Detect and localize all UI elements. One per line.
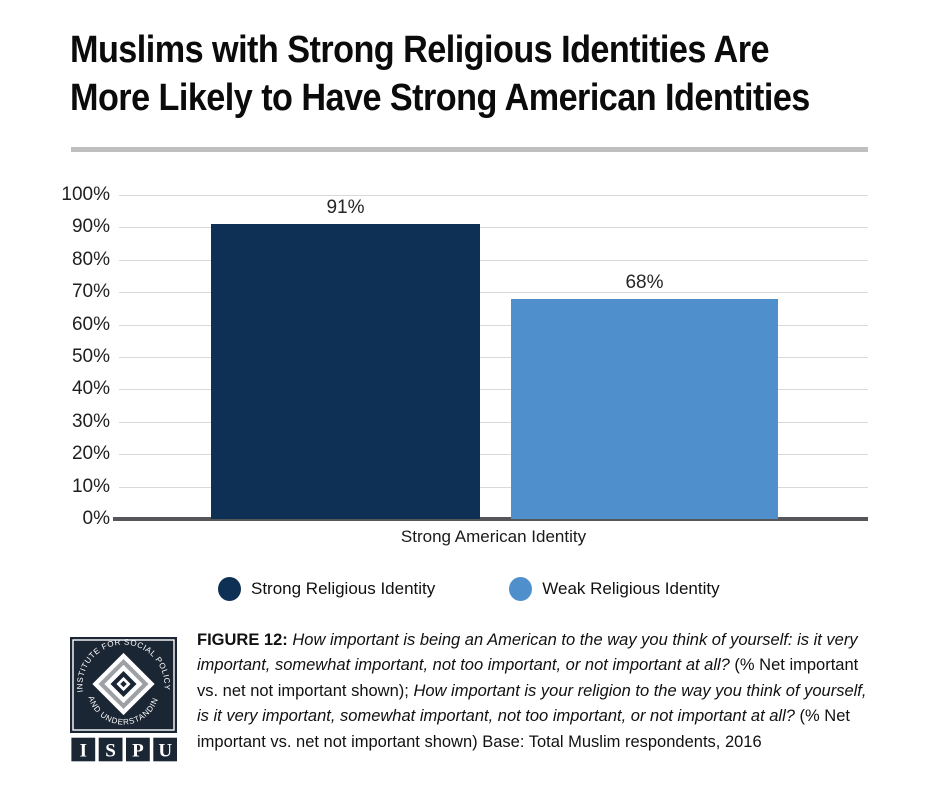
chart-title-line-1: Muslims with Strong Religious Identities…	[70, 29, 770, 71]
chart-legend: Strong Religious Identity Weak Religious…	[218, 577, 720, 601]
gridline	[119, 421, 868, 423]
y-tick-label: 80%	[71, 248, 110, 270]
legend-swatch-dark-circle-icon	[218, 577, 241, 601]
ispu-logo: INSTITUTE FOR SOCIAL POLICY AND UNDERSTA…	[67, 630, 179, 768]
chart-title-line-2: More Likely to Have Strong American Iden…	[70, 77, 810, 119]
logo-ispu-letterboxes: I S P U	[69, 736, 179, 763]
gridline	[119, 259, 868, 261]
y-tick-label: 10%	[71, 475, 110, 497]
logo-inner-border	[72, 639, 175, 731]
plot-area: 91% 68%	[113, 195, 868, 521]
bar-weak-religious-identity	[511, 298, 778, 519]
bar-strong-religious-identity	[211, 224, 480, 519]
x-axis-category-label: Strong American Identity	[400, 527, 587, 546]
y-tick-label: 100%	[61, 184, 110, 205]
y-tick-label: 40%	[71, 378, 110, 400]
figure-caption: FIGURE 12: How important is being an Ame…	[197, 628, 875, 755]
gridline	[119, 389, 868, 391]
gridline	[119, 486, 868, 488]
y-tick-label: 90%	[71, 216, 110, 238]
y-axis-labels: 100% 90% 80% 70% 60% 50% 40% 30% 20% 10% 0%	[28, 184, 110, 529]
gridline	[119, 292, 868, 294]
y-tick-label: 50%	[71, 346, 110, 367]
y-tick-label: 60%	[71, 313, 110, 335]
gridline	[119, 195, 868, 196]
x-axis-line	[113, 517, 868, 521]
title-divider	[71, 147, 868, 152]
gridline	[119, 227, 868, 229]
bar-value-label-strong: 91%	[326, 197, 365, 219]
caption-segment: FIGURE 12:	[197, 631, 293, 649]
legend-item-weak-religious-identity: Weak Religious Identity	[509, 577, 720, 601]
caption-segment: How important is your religion to the wa…	[197, 681, 867, 726]
legend-swatch-light-circle-icon	[509, 577, 533, 601]
ispu-logo-graphic: INSTITUTE FOR SOCIAL POLICY AND UNDERSTA…	[67, 630, 179, 763]
gridline	[119, 357, 868, 358]
y-tick-label: 0%	[82, 508, 110, 529]
logo-diamond-icon	[92, 652, 155, 716]
y-tick-label: 30%	[71, 410, 110, 432]
chart-title: Muslims with Strong Religious Identities…	[70, 26, 892, 122]
y-tick-label: 70%	[71, 281, 110, 303]
svg-text:P: P	[132, 741, 144, 762]
y-tick-label: 20%	[71, 443, 110, 465]
caption-segment: (% Net important vs. net not important s…	[197, 707, 850, 751]
svg-text:U: U	[158, 741, 172, 762]
gridline	[119, 454, 868, 456]
legend-label: Strong Religious Identity	[251, 579, 436, 598]
legend-item-strong-religious-identity: Strong Religious Identity	[218, 577, 435, 601]
bar-value-label-weak: 68%	[625, 271, 664, 293]
gridline	[119, 324, 868, 326]
caption-segment: How important is being an American to th…	[197, 631, 858, 675]
legend-label: Weak Religious Identity	[542, 579, 720, 598]
caption-segment: (% Net important vs. net not important s…	[197, 656, 859, 700]
svg-text:S: S	[105, 741, 116, 762]
svg-text:I: I	[80, 741, 87, 762]
